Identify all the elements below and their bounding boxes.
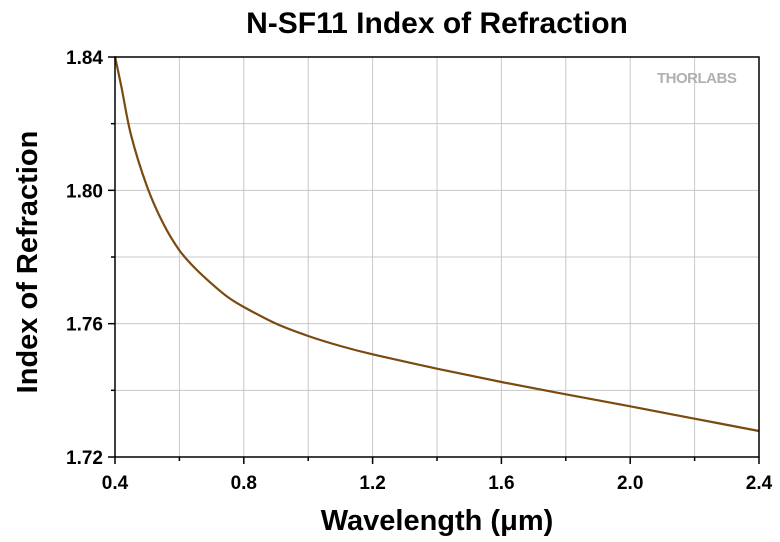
x-tick-label: 2.0 [617, 473, 643, 494]
y-tick-label: 1.76 [66, 315, 103, 336]
grid [115, 57, 759, 457]
x-tick-label: 1.2 [359, 473, 385, 494]
index-curve [113, 56, 760, 433]
x-tick-label: 1.6 [488, 473, 514, 494]
logo-text: THORLABS [657, 70, 737, 87]
ticks [108, 56, 760, 464]
chart-title: N-SF11 Index of Refraction [246, 7, 628, 40]
y-tick-label: 1.80 [66, 181, 103, 202]
x-tick-label: 2.4 [746, 473, 773, 494]
series-layer [113, 56, 760, 433]
x-tick-label: 0.4 [102, 473, 129, 494]
y-tick-label: 1.84 [66, 48, 103, 69]
y-axis-title: Index of Refraction [12, 131, 44, 394]
y-tick-label: 1.72 [66, 448, 103, 469]
thorlabs-logo: THORLABS [657, 70, 737, 87]
x-axis-title: Wavelength (μm) [321, 505, 554, 537]
tick-labels: 0.4 0.8 1.2 1.6 2.0 2.4 1.72 1.76 1.80 1.84 [66, 48, 773, 494]
x-tick-label: 0.8 [231, 473, 257, 494]
